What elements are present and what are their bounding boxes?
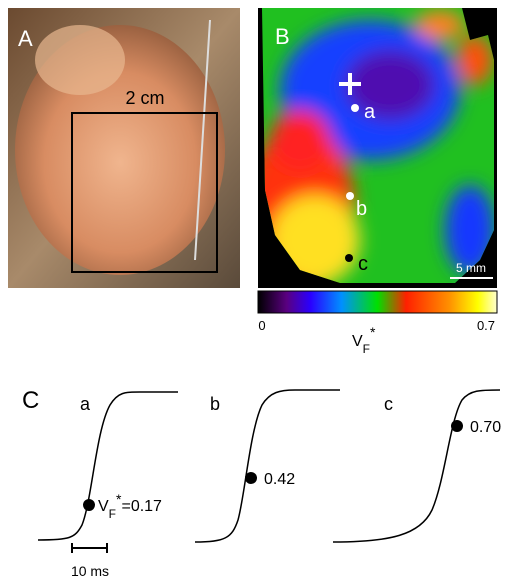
site-marker [351,104,359,112]
symbol: V [98,498,109,515]
trace-value: VF*=0.17 [98,491,162,521]
trace-label: c [384,394,393,414]
panel-label: A [18,26,33,51]
value: =0.17 [121,498,162,515]
subscript: F [363,342,370,356]
trace [333,390,500,542]
colorbar-label: VF* [352,324,376,356]
panel-a: A 2 cm [8,8,240,288]
panel-label: C [22,387,39,414]
trace-marker [83,499,95,511]
site-label: b [356,198,367,220]
time-scale-label: 10 ms [71,563,109,579]
panel-label: B [275,24,290,49]
site-marker [345,254,353,262]
superscript: * [370,324,376,340]
colorbar-min: 0 [258,318,265,333]
colorbar-max: 0.7 [477,318,495,333]
site-label: a [364,101,376,123]
panel-b: B a b c 5 mm 0 0.7 VF* [245,8,497,356]
scale-label: 5 mm [456,261,486,275]
figure: A 2 cm B a b c 5 mm 0 [0,0,517,586]
symbol: V [352,333,363,350]
trace-label: b [210,394,220,414]
trace-value: 0.70 [470,419,501,436]
site-label: c [358,253,368,275]
trace-marker [451,420,463,432]
subscript: F [109,507,116,521]
trace-label: a [80,394,91,414]
colorbar [258,291,497,313]
scale-label: 2 cm [125,88,164,108]
trace-value: 0.42 [264,471,295,488]
heart-highlight [35,25,125,95]
trace-marker [245,472,257,484]
panel-c: C a VF*=0.17 b 0.42 c 0.70 10 ms [22,387,501,579]
time-scale-bar [72,543,107,553]
site-marker [346,192,354,200]
